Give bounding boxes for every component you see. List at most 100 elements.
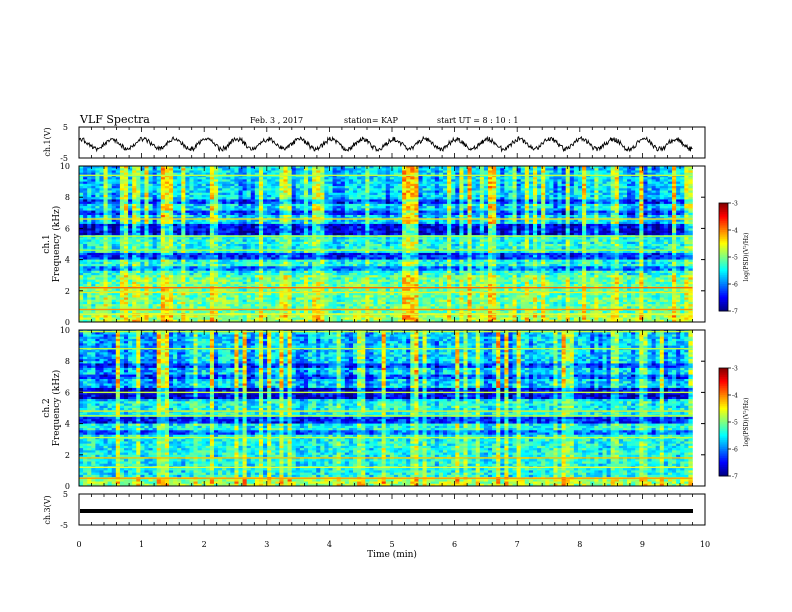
colorbar-tick-label: -4 [732,228,738,235]
tick-marks [78,127,706,525]
colorbar-segment [719,423,728,426]
colorbar-label: log(PSD)(V²/Hz) [743,233,750,282]
colorbar-tick-label: -7 [732,474,738,481]
ch1-spectrogram-panel: ch.1 Frequency (kHz) -3 -4 -5 -6 -7 log(PSD)(… [42,162,750,327]
colorbar-segment [719,291,728,294]
colorbar-segment [719,380,728,383]
colorbar-segment [719,305,728,308]
colorbar-tick-label: -6 [732,282,738,289]
colorbar-tick-label: -3 [732,201,738,208]
colorbar-segment [719,284,728,287]
colorbar-segment [719,231,728,234]
colorbar-segment [719,280,728,283]
colorbar-segment [719,271,728,274]
colorbar-tick-label: -3 [732,366,738,373]
ch2-spectrogram-ylabel-channel: ch.2 [42,398,52,417]
colorbar-segment [719,221,728,224]
colorbar-segment [719,402,728,405]
colorbar-segment [719,296,728,299]
x-tick-label: 8 [577,540,582,549]
colorbar-segment [719,237,728,240]
ch1-spectrogram-ytick: 6 [65,224,70,233]
ch1-spectrogram-image [79,166,693,323]
colorbar-segment [719,384,728,387]
colorbar-segment [719,300,728,303]
colorbar-segment [719,454,728,457]
ch3-waveform-panel: 5 -5 ch.3(V) [43,490,706,530]
ch2-spectrogram-ytick: 2 [65,451,70,460]
colorbar-segment [719,224,728,227]
colorbar-segment [719,275,728,278]
colorbar-segment [719,303,728,306]
ch3-waveform-ylabel: ch.3(V) [43,495,52,524]
colorbar-segment [719,289,728,292]
colorbar-segment [719,246,728,249]
colorbar-tick-label: -6 [732,447,738,454]
colorbar-segment [719,210,728,213]
colorbar-segment [719,467,728,470]
x-tick-label: 7 [515,540,520,549]
ch1-spectrogram-ytick: 2 [65,287,70,296]
colorbar-segment [719,248,728,251]
colorbar-segment [719,411,728,414]
ch2-spectrogram-ytick: 10 [60,326,70,335]
colorbar-tick-label: -7 [732,309,738,316]
colorbar-segment [719,267,728,270]
colorbar-segment [719,441,728,444]
colorbar-segment [719,377,728,380]
colorbar-segment [719,240,728,243]
station-label: station= KAP [344,116,399,125]
colorbar-segment [719,282,728,285]
colorbar-segment [719,208,728,211]
ch2-spectrogram-image [79,330,693,487]
colorbar-segment [719,276,728,279]
colorbar-segment [719,407,728,410]
colorbar-segment [719,459,728,462]
x-tick-labels: 0 1 2 3 4 5 6 7 8 9 10 [76,540,710,549]
colorbar-segment [719,375,728,378]
colorbar-segment [719,258,728,261]
colorbar-segment [719,373,728,376]
colorbar-segment [719,413,728,416]
ch1-waveform-ytick-bottom: -5 [60,154,68,163]
colorbar-segment [719,447,728,450]
ch3-waveform-ytick-bottom: -5 [60,521,68,530]
colorbar-segment [719,266,728,269]
colorbar-segment [719,215,728,218]
colorbar-segment [719,309,728,312]
colorbar-tick-label: -5 [732,255,738,262]
ch2-spectrogram-ytick: 4 [65,420,70,429]
colorbar-segment [719,213,728,216]
colorbar-segment [719,422,728,425]
colorbar-segment [719,239,728,242]
ch1-spectrogram-ytick: 0 [65,318,70,327]
ch2-spectrogram-ytick: 8 [65,357,70,366]
ch1-spectrogram-ylabel-channel: ch.1 [42,234,52,253]
colorbar-segment [719,287,728,290]
colorbar-segment [719,260,728,263]
colorbar-segment [719,294,728,297]
colorbar-segment [719,427,728,430]
ch2-spectrogram-ylabel-frequency: Frequency (kHz) [51,370,62,447]
colorbar-tick-label: -4 [732,393,738,400]
colorbar-segment [719,371,728,374]
colorbar-segment [719,369,728,372]
colorbar-segment [719,378,728,381]
colorbar-segment [719,432,728,435]
colorbar-segment [719,368,728,371]
colorbar-segment [719,253,728,256]
colorbar-segment [719,438,728,441]
colorbar-segment [719,393,728,396]
ch3-waveform-ytick-top: 5 [63,490,68,499]
colorbar-segment [719,429,728,432]
colorbar-segment [719,409,728,412]
colorbar-segment [719,468,728,471]
x-tick-label: 6 [452,540,457,549]
colorbar-segment [719,285,728,288]
figure-title: VLF Spectra [79,113,150,126]
ch1-waveform-line [78,135,693,153]
colorbar-segment [719,382,728,385]
colorbar-segment [719,434,728,437]
